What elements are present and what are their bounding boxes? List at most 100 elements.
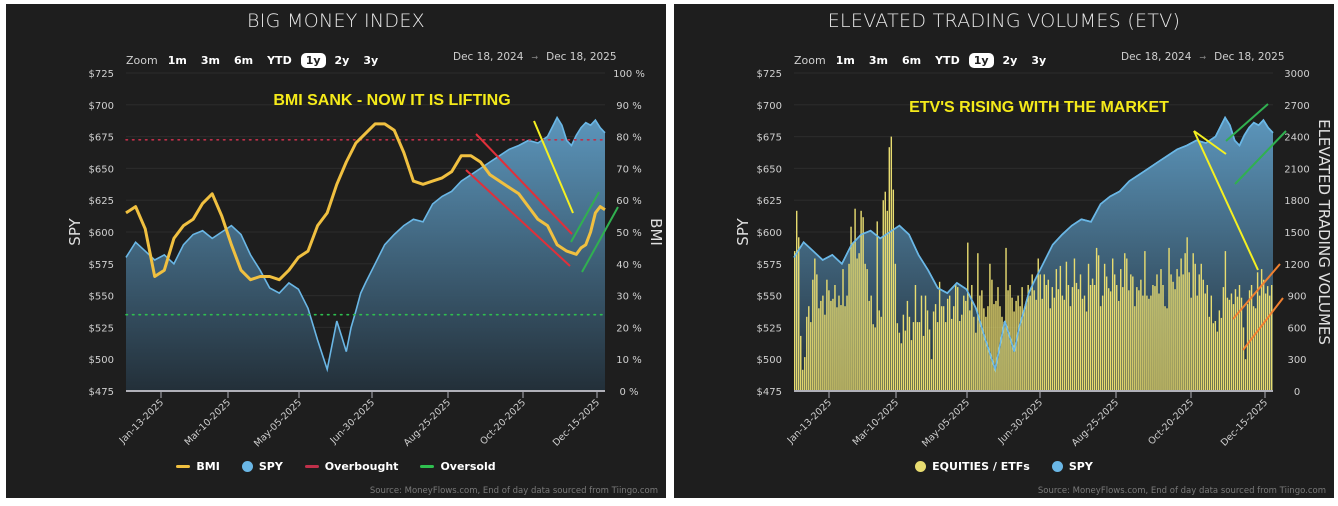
volume-bar — [1083, 295, 1086, 391]
legend-item-spy[interactable]: SPY — [241, 460, 283, 473]
volume-bar — [975, 332, 977, 391]
y2-tick-label: 1200 — [1284, 260, 1309, 271]
volume-bar — [1081, 298, 1084, 391]
y2-tick-label: 70 % — [616, 164, 641, 175]
volume-bar — [1170, 274, 1172, 391]
zoom-1y-button[interactable]: 1y — [968, 52, 994, 68]
x-tick-label: Jan-13-2025 — [117, 397, 166, 446]
volume-bar — [1270, 285, 1273, 391]
zoom-3m-button[interactable]: 3m — [868, 53, 888, 67]
volume-bar — [1107, 288, 1110, 391]
annotation-text: BMI SANK - NOW IT IS LIFTING — [273, 92, 510, 109]
volume-bar — [1085, 311, 1088, 391]
zoom-1m-button[interactable]: 1m — [167, 53, 187, 67]
volume-bar — [924, 295, 927, 391]
legend-item-overbought[interactable]: Overbought — [304, 460, 399, 473]
zoom-1m-button[interactable]: 1m — [835, 53, 855, 67]
y-tick-label: $500 — [757, 355, 782, 366]
legend-line-icon — [420, 465, 435, 468]
volume-bar — [1120, 269, 1122, 391]
zoom-2y-button[interactable]: 2y — [334, 53, 350, 67]
volume-bar — [1214, 321, 1217, 391]
volume-bar — [1240, 297, 1243, 391]
green-trendline-1 — [570, 191, 600, 243]
y-tick-label: $475 — [757, 387, 782, 398]
volume-bar — [840, 305, 842, 391]
volume-bar — [1222, 287, 1225, 391]
volume-bar — [1025, 300, 1027, 391]
volume-bar — [854, 208, 856, 391]
volume-bar — [1238, 285, 1241, 391]
zoom-6m-button[interactable]: 6m — [233, 53, 254, 67]
volume-bar — [910, 340, 913, 391]
volume-bar — [898, 332, 901, 391]
volume-bar — [948, 295, 951, 391]
x-tick-label: Jun-30-2025 — [996, 397, 1045, 446]
zoom-ytd-button[interactable]: YTD — [935, 53, 960, 67]
volume-bar — [1095, 247, 1098, 391]
volume-bar — [900, 343, 903, 391]
x-tick-label: Oct-20-2025 — [1146, 397, 1196, 447]
volume-bar — [1162, 285, 1164, 391]
volume-bar — [920, 295, 923, 391]
zoom-2y-button[interactable]: 2y — [1002, 53, 1018, 67]
y-tick-label: $700 — [89, 101, 114, 112]
zoom-bar: Zoom 1m 3m 6m YTD 1y 2y 3y — [126, 51, 392, 69]
date-from-input[interactable]: Dec 18, 2024 — [453, 51, 524, 63]
volume-bar — [802, 369, 804, 391]
volume-bar — [1029, 295, 1031, 391]
volume-bar — [1053, 297, 1056, 391]
y2-tick-label: 900 — [1287, 292, 1306, 303]
zoom-3y-button[interactable]: 3y — [363, 53, 379, 67]
volume-bar — [810, 322, 812, 391]
yellow-trendline-1 — [1193, 130, 1227, 155]
zoom-3m-button[interactable]: 3m — [200, 53, 220, 67]
volume-bar — [1057, 289, 1060, 391]
volume-bar — [896, 323, 899, 391]
legend-item-oversold[interactable]: Oversold — [420, 460, 496, 473]
y-tick-label: $500 — [89, 355, 114, 366]
volume-bar — [1099, 306, 1102, 391]
volume-bar — [1045, 285, 1047, 391]
legend-item-equities-etfs[interactable]: EQUITIES / ETFs — [915, 460, 1030, 473]
legend-label: EQUITIES / ETFs — [932, 460, 1030, 473]
date-from-input[interactable]: Dec 18, 2024 — [1121, 51, 1192, 63]
zoom-ytd-button[interactable]: YTD — [267, 53, 292, 67]
y2-tick-label: 3000 — [1284, 69, 1309, 80]
legend-label: Overbought — [324, 460, 399, 473]
y-tick-label: $725 — [89, 69, 114, 80]
legend-label: Oversold — [440, 460, 496, 473]
date-to-input[interactable]: Dec 18, 2025 — [546, 51, 617, 63]
y2-tick-label: 100 % — [613, 69, 645, 80]
volume-bar — [1268, 295, 1271, 391]
zoom-6m-button[interactable]: 6m — [901, 53, 922, 67]
volume-bar — [969, 310, 971, 391]
volume-bar — [985, 316, 987, 391]
volume-bar — [1146, 295, 1148, 391]
volume-bar — [1158, 293, 1160, 391]
volume-bar — [832, 298, 834, 391]
volume-bar — [1204, 293, 1206, 391]
etv-chart-plot[interactable]: $725 3000$700 2700$675 2400$650 2100$625 1800… — [674, 4, 1334, 498]
y-tick-label: $625 — [757, 196, 782, 207]
x-tick-label: Aug-25-2025 — [1070, 397, 1121, 448]
bmi-chart-plot[interactable]: $725 100 % $700 90 % $675 80 % $650 70 % $625 60 … — [6, 4, 666, 498]
legend-item-bmi[interactable]: BMI — [176, 460, 220, 473]
zoom-1y-button[interactable]: 1y — [300, 52, 326, 68]
volume-bar — [965, 300, 967, 391]
date-to-input[interactable]: Dec 18, 2025 — [1214, 51, 1285, 63]
volume-bar — [830, 300, 832, 391]
x-tick-label: Mar-10-2025 — [851, 397, 902, 448]
legend-item-spy[interactable]: SPY — [1051, 460, 1093, 473]
volume-bar — [1152, 285, 1154, 391]
volume-bar — [1103, 263, 1106, 391]
zoom-3y-button[interactable]: 3y — [1031, 53, 1047, 67]
volume-bar — [862, 217, 864, 391]
volume-bar — [1150, 295, 1152, 391]
x-tick-label: May-05-2025 — [252, 397, 304, 449]
volume-bar — [1007, 290, 1009, 391]
zoom-label: Zoom — [794, 53, 826, 67]
volume-bar — [973, 316, 975, 391]
volume-bar — [868, 300, 870, 391]
volume-bar — [1228, 299, 1231, 391]
